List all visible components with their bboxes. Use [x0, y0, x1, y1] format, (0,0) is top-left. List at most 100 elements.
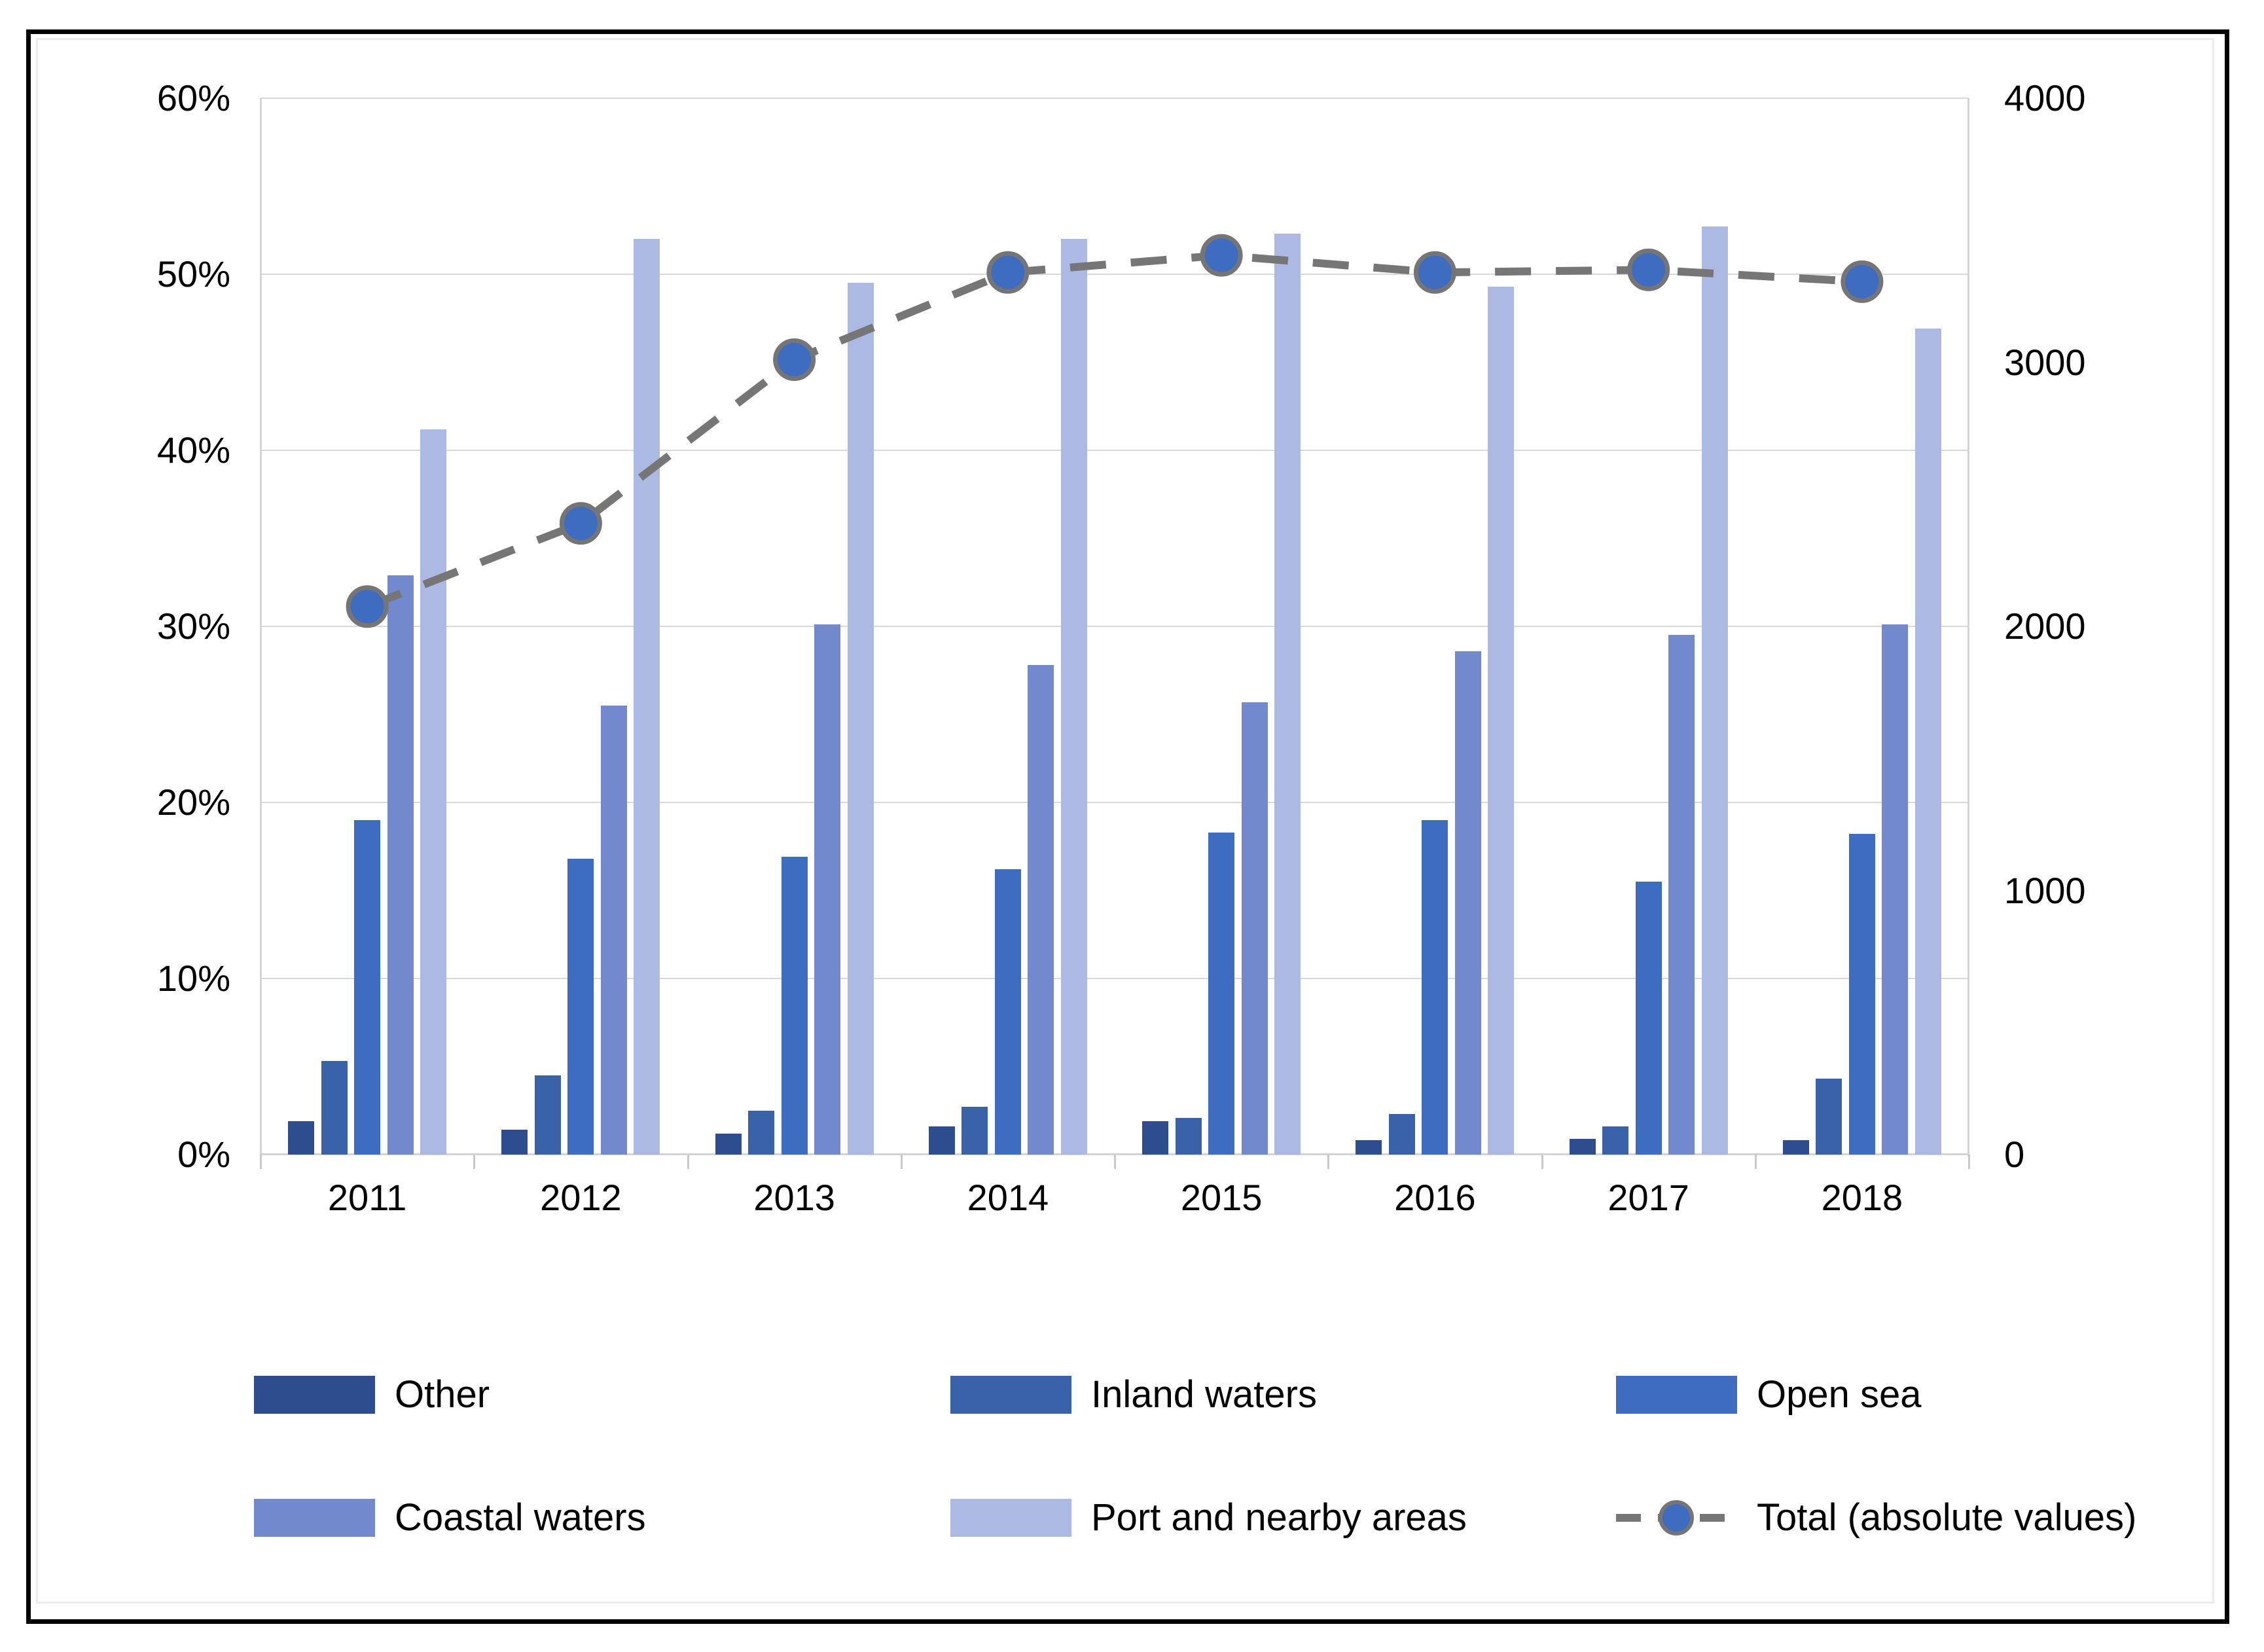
bar-open_sea-2012 [567, 859, 594, 1155]
bar-other-2016 [1356, 1140, 1382, 1155]
total-marker-2016 [1413, 251, 1456, 294]
x-axis-tick [260, 1155, 262, 1169]
bar-port-2017 [1701, 226, 1728, 1155]
bar-open_sea-2013 [781, 857, 808, 1155]
left-tick-20pct: 20% [156, 781, 230, 823]
gridline-10pct [261, 978, 1969, 979]
bar-open_sea-2014 [994, 869, 1021, 1155]
bar-other-2017 [1569, 1138, 1596, 1155]
gridline-40pct [261, 450, 1969, 451]
left-tick-30pct: 30% [156, 605, 230, 647]
total-marker-2011 [346, 585, 389, 628]
x-axis-tick [687, 1155, 689, 1169]
bar-port-2012 [634, 239, 660, 1155]
x-label-2016: 2016 [1394, 1177, 1476, 1218]
total-marker-2014 [986, 251, 1030, 294]
bar-other-2012 [501, 1130, 528, 1155]
x-label-2012: 2012 [540, 1177, 622, 1218]
bar-coastal-2013 [814, 624, 841, 1155]
x-axis-tick [1114, 1155, 1116, 1169]
bar-inland-2018 [1816, 1079, 1842, 1155]
bar-port-2011 [420, 429, 447, 1155]
chart-object-frame [36, 38, 2214, 1604]
gridline-50pct [261, 274, 1969, 275]
bar-port-2016 [1488, 286, 1515, 1155]
right-tick-4000: 4000 [2004, 77, 2086, 118]
bar-other-2015 [1142, 1121, 1169, 1155]
left-axis-line [260, 98, 262, 1157]
bar-coastal-2011 [387, 575, 414, 1155]
x-axis-tick [900, 1155, 903, 1169]
x-label-2017: 2017 [1608, 1177, 1689, 1218]
x-label-2018: 2018 [1821, 1177, 1903, 1218]
bar-coastal-2015 [1241, 702, 1268, 1155]
bar-coastal-2018 [1882, 624, 1909, 1155]
x-label-2014: 2014 [967, 1177, 1049, 1218]
bar-other-2013 [715, 1133, 742, 1155]
left-tick-60pct: 60% [156, 77, 230, 118]
total-line [365, 251, 1863, 611]
bar-coastal-2012 [600, 706, 627, 1155]
bar-port-2018 [1914, 329, 1941, 1155]
left-tick-40pct: 40% [156, 429, 230, 471]
right-axis-line [1968, 98, 1969, 1157]
total-marker-2012 [559, 502, 602, 545]
bar-inland-2017 [1602, 1126, 1629, 1155]
plot-area [260, 98, 1970, 1169]
total-marker-2017 [1627, 248, 1670, 291]
bar-open_sea-2017 [1635, 882, 1662, 1155]
right-tick-3000: 3000 [2004, 341, 2086, 383]
x-axis-tick [1968, 1155, 1970, 1169]
bar-other-2014 [928, 1126, 955, 1155]
x-axis-tick [1754, 1155, 1757, 1169]
gridline-60pct [261, 98, 1969, 99]
left-tick-10pct: 10% [156, 958, 230, 999]
x-axis-tick [1541, 1155, 1543, 1169]
total-marker-2013 [773, 338, 816, 381]
legend-item-coastal-waters: Coastal waters [254, 1498, 646, 1538]
bar-port-2015 [1274, 234, 1301, 1155]
total-marker-2018 [1841, 260, 1884, 303]
legend-item-open-sea: Open sea [1616, 1374, 1922, 1415]
bar-coastal-2017 [1668, 635, 1695, 1155]
legend-swatch-open_sea [1616, 1376, 1737, 1414]
right-tick-2000: 2000 [2004, 605, 2086, 647]
x-label-2015: 2015 [1180, 1177, 1263, 1218]
x-axis-line [261, 1153, 1969, 1155]
bar-other-2018 [1782, 1140, 1809, 1155]
right-tick-1000: 1000 [2004, 869, 2086, 911]
legend-swatch-coastal [254, 1499, 375, 1537]
legend-swatch-other [254, 1376, 375, 1414]
legend-item-inland-waters: Inland waters [950, 1374, 1317, 1415]
bar-open_sea-2016 [1422, 819, 1448, 1155]
legend-dashed-line-sample [1616, 1500, 1737, 1535]
legend-swatch-port [950, 1499, 1071, 1537]
left-tick-0pct: 0% [177, 1134, 230, 1175]
total-line-layer [346, 234, 1884, 628]
legend-item-port-and-nearby-areas: Port and nearby areas [950, 1498, 1467, 1538]
bar-port-2014 [1060, 239, 1087, 1155]
bar-open_sea-2011 [354, 819, 381, 1155]
bar-inland-2015 [1175, 1117, 1202, 1155]
bar-open_sea-2015 [1208, 832, 1235, 1155]
legend-swatch-inland [950, 1376, 1071, 1414]
x-axis-tick [473, 1155, 476, 1169]
x-axis-tick [1327, 1155, 1330, 1169]
gridline-20pct [261, 802, 1969, 803]
legend-label-total-absolute-values-: Total (absolute values) [1757, 1496, 2137, 1539]
bar-coastal-2016 [1454, 651, 1481, 1155]
total-marker-2015 [1200, 234, 1243, 277]
left-tick-50pct: 50% [156, 253, 230, 295]
bar-open_sea-2018 [1848, 834, 1875, 1155]
legend-item-other: Other [254, 1374, 490, 1415]
bar-inland-2014 [961, 1107, 988, 1155]
right-tick-0: 0 [2004, 1134, 2025, 1175]
bar-other-2011 [288, 1121, 315, 1155]
bar-inland-2013 [748, 1110, 775, 1155]
bar-inland-2011 [321, 1061, 348, 1155]
bar-inland-2016 [1388, 1114, 1415, 1155]
bar-port-2013 [847, 283, 874, 1155]
legend-total-marker [1659, 1500, 1694, 1535]
legend-label-port-and-nearby-areas: Port and nearby areas [1091, 1496, 1467, 1539]
